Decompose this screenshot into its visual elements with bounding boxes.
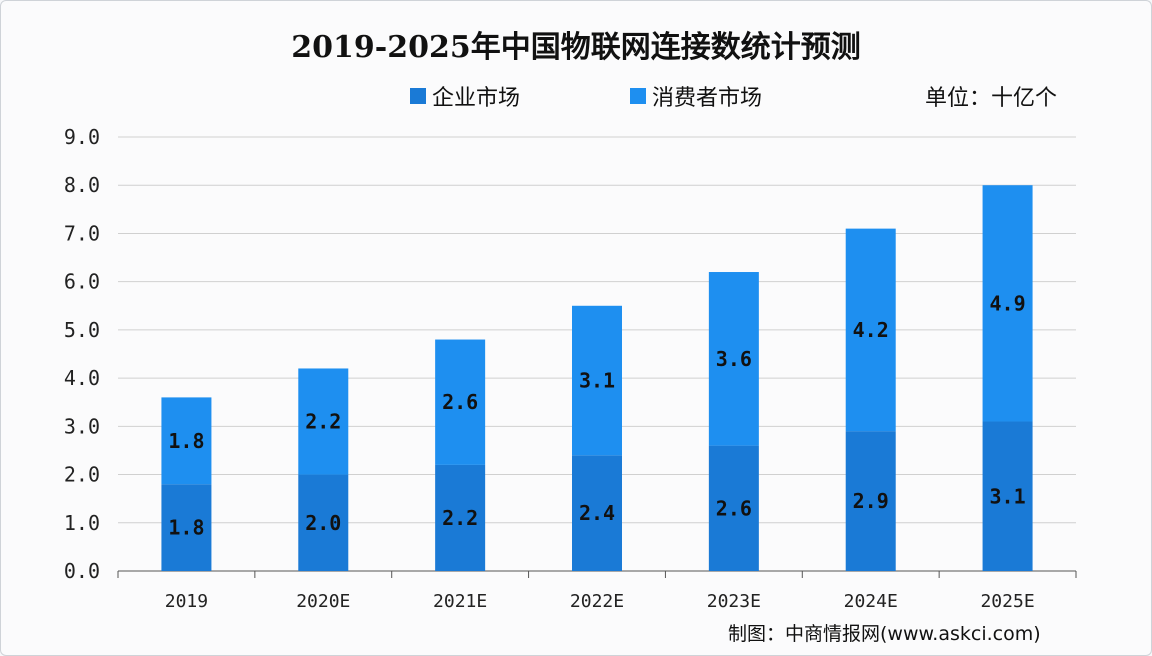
- data-label: 2.2: [305, 410, 341, 434]
- bar-enterprise: [708, 445, 759, 571]
- bar-consumer: [298, 368, 349, 475]
- bar-enterprise: [845, 431, 896, 571]
- data-label: 1.8: [168, 516, 204, 540]
- chart-title: 2019-2025年中国物联网连接数统计预测: [291, 30, 861, 65]
- x-tick-label: 2019: [165, 591, 208, 612]
- bar-consumer: [982, 185, 1033, 422]
- y-tick-label: 4.0: [64, 366, 100, 390]
- data-label: 2.6: [442, 390, 478, 414]
- unit-label: 单位：十亿个: [925, 86, 1058, 111]
- y-tick-label: 3.0: [64, 414, 100, 438]
- bar-consumer: [435, 339, 486, 465]
- data-label: 2.0: [305, 511, 341, 535]
- y-tick-label: 8.0: [64, 173, 100, 197]
- data-label: 2.9: [853, 489, 889, 513]
- data-label: 3.1: [579, 369, 615, 393]
- bar-enterprise: [161, 484, 212, 571]
- bar-enterprise: [572, 455, 622, 571]
- data-label: 3.1: [990, 484, 1026, 508]
- data-label: 1.8: [168, 429, 204, 453]
- bar-consumer: [845, 228, 896, 432]
- y-tick-label: 6.0: [64, 270, 100, 294]
- data-label: 4.2: [853, 318, 889, 342]
- bar-consumer: [572, 305, 622, 456]
- data-label: 2.4: [579, 501, 615, 525]
- legend-item-enterprise: 企业市场: [410, 80, 520, 112]
- bar-consumer: [708, 272, 759, 446]
- bar-enterprise: [298, 474, 349, 571]
- y-tick-label: 1.0: [64, 511, 100, 535]
- bar-consumer: [161, 397, 212, 485]
- bar-enterprise: [435, 464, 486, 571]
- x-tick-label: 2025E: [980, 591, 1034, 612]
- x-tick-label: 2020E: [296, 591, 350, 612]
- y-tick-label: 9.0: [64, 125, 100, 149]
- bar-enterprise: [982, 421, 1033, 571]
- x-tick-label: 2021E: [433, 591, 487, 612]
- legend-label-enterprise: 企业市场: [432, 86, 521, 111]
- y-tick-label: 2.0: [64, 463, 100, 487]
- x-tick-label: 2024E: [844, 591, 898, 612]
- legend-item-consumer: 消费者市场: [630, 80, 762, 112]
- data-label: 3.6: [716, 347, 752, 371]
- legend-swatch-consumer: [630, 88, 646, 104]
- x-tick-label: 2023E: [707, 591, 761, 612]
- x-tick-label: 2022E: [570, 591, 624, 612]
- source-note: 制图：中商情报网(www.askci.com): [728, 623, 1041, 645]
- data-label: 4.9: [990, 291, 1026, 315]
- y-tick-label: 5.0: [64, 318, 100, 342]
- data-label: 2.6: [716, 496, 752, 520]
- y-tick-label: 0.0: [64, 559, 100, 583]
- data-label: 2.2: [442, 506, 478, 530]
- y-tick-label: 7.0: [64, 221, 100, 245]
- legend-label-consumer: 消费者市场: [652, 86, 763, 111]
- legend-swatch-enterprise: [410, 88, 426, 104]
